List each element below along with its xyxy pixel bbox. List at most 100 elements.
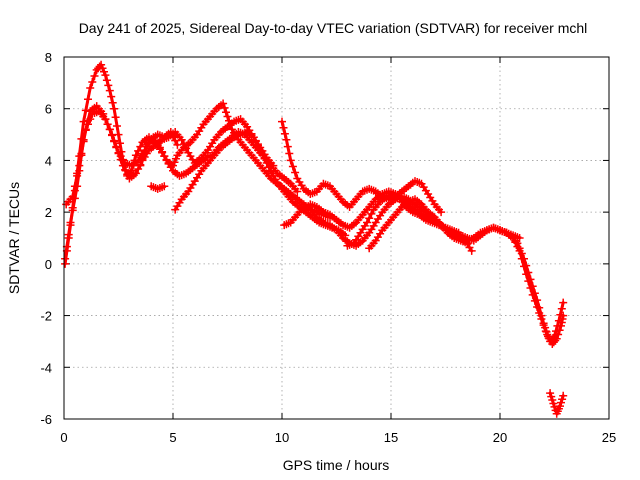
data-point: [558, 395, 567, 404]
y-tick-label: -6: [40, 412, 52, 427]
data-point: [110, 136, 119, 145]
data-point: [517, 249, 526, 258]
data-point: [256, 146, 265, 155]
data-point: [559, 391, 568, 400]
data-point: [223, 112, 232, 121]
data-point: [539, 319, 548, 328]
data-point: [535, 303, 544, 312]
data-point: [219, 99, 228, 108]
data-point: [367, 209, 376, 218]
y-tick-label: 2: [45, 205, 52, 220]
data-point: [280, 129, 289, 138]
data-point: [81, 125, 90, 134]
data-point: [533, 296, 542, 305]
y-axis-label: SDTVAR / TECUs: [6, 182, 22, 294]
y-tick-label: 4: [45, 153, 52, 168]
data-point: [79, 137, 88, 146]
data-point: [541, 323, 550, 332]
data-point: [105, 125, 114, 134]
data-point: [86, 84, 95, 92]
axis-ticks: [63, 56, 610, 420]
y-tick-label: -4: [40, 360, 52, 375]
data-point: [77, 149, 86, 158]
data-point: [267, 167, 276, 176]
tick-labels: 0 5 10 15 20 25 -6 -4 -2 0 2 4 6 8: [40, 50, 616, 445]
data-point: [555, 326, 564, 335]
data-point: [528, 282, 537, 291]
data-point: [526, 275, 535, 284]
y-tick-label: -2: [40, 309, 52, 324]
data-point: [264, 163, 273, 172]
data-point: [220, 103, 229, 112]
data-point: [513, 239, 522, 248]
data-point: [155, 143, 164, 152]
data-point: [262, 159, 271, 167]
data-point: [170, 158, 179, 167]
x-tick-label: 20: [493, 430, 507, 445]
data-point: [546, 389, 555, 398]
series-sat-g: [278, 117, 446, 217]
data-point: [158, 147, 167, 156]
data-point: [131, 169, 140, 178]
data-point: [291, 168, 300, 177]
data-point: [522, 261, 531, 270]
data-point: [101, 115, 110, 124]
data-point: [75, 161, 84, 170]
data-point: [363, 218, 371, 227]
plot-frame: [63, 56, 610, 420]
data-point: [556, 402, 564, 411]
data-point: [182, 144, 191, 153]
data-point: [260, 154, 269, 163]
data-point: [160, 182, 169, 191]
data-point: [177, 135, 186, 144]
data-point: [98, 64, 107, 73]
data-point: [285, 149, 294, 158]
data-point: [140, 147, 149, 156]
data-point: [113, 122, 121, 130]
x-tick-label: 0: [60, 430, 67, 445]
data-point: [70, 182, 79, 191]
data-point: [179, 140, 188, 149]
data-point: [365, 214, 374, 223]
data-point: [169, 132, 177, 141]
series-sat-e: [147, 182, 169, 193]
data-point: [108, 98, 117, 107]
data-point: [61, 254, 70, 263]
data-point: [68, 192, 77, 201]
data-point: [173, 140, 182, 149]
data-point: [81, 106, 90, 115]
x-axis-label: GPS time / hours: [283, 457, 390, 473]
data-point: [112, 142, 121, 151]
data-point: [278, 117, 286, 126]
data-point: [550, 402, 559, 411]
x-tick-label: 25: [602, 430, 616, 445]
series-sat-n: [546, 389, 568, 418]
data-point: [121, 165, 129, 174]
data-point: [103, 120, 112, 129]
data-point: [108, 130, 116, 139]
data-point: [515, 244, 524, 253]
data-point: [551, 336, 560, 345]
data-point: [559, 298, 568, 307]
data-point: [254, 141, 262, 150]
data-point: [557, 304, 566, 313]
y-tick-label: 6: [45, 102, 52, 117]
grid: [64, 57, 609, 419]
x-tick-label: 15: [384, 430, 398, 445]
data-point: [249, 133, 258, 142]
data-point: [279, 123, 288, 132]
data-point: [73, 171, 82, 180]
data-point: [467, 246, 476, 255]
data-point: [88, 78, 97, 86]
x-tick-label: 5: [169, 430, 176, 445]
data-point: [286, 156, 295, 165]
data-point: [171, 136, 180, 145]
data-point: [90, 72, 99, 80]
data-point: [111, 113, 120, 122]
data-point: [537, 311, 546, 320]
data-point: [293, 187, 302, 196]
series-sat-m: [506, 231, 568, 348]
data-point: [524, 268, 533, 277]
data-point: [283, 142, 292, 151]
